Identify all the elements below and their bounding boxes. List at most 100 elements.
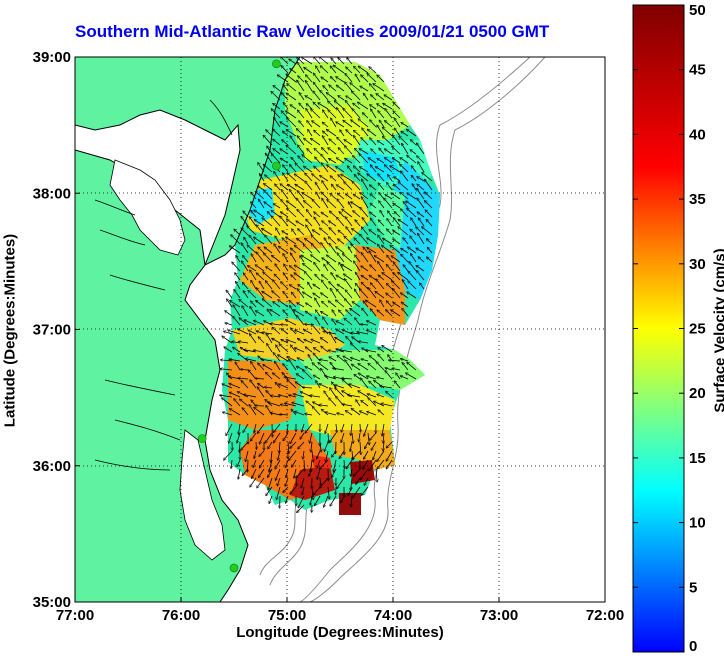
velocity-arrow	[366, 300, 377, 308]
velocity-arrow	[350, 83, 361, 92]
velocity-arrow	[408, 281, 417, 290]
velocity-arrow	[258, 186, 265, 191]
velocity-arrow	[365, 441, 369, 448]
velocity-arrow	[281, 158, 289, 164]
velocity-arrow	[314, 375, 321, 380]
velocity-arrow	[294, 468, 297, 478]
velocity-arrow	[360, 411, 369, 416]
velocity-arrow	[370, 138, 377, 146]
velocity-arrow	[303, 387, 313, 388]
velocity-arrow	[384, 198, 393, 209]
velocity-arrow	[401, 123, 409, 128]
velocity-arrow	[378, 235, 385, 245]
velocity-arrow	[360, 208, 369, 218]
velocity-arrow	[256, 192, 265, 200]
velocity-arrow	[345, 146, 353, 155]
velocity-arrow	[275, 459, 281, 469]
velocity-arrow	[272, 154, 281, 164]
velocity-arrow	[360, 86, 369, 92]
velocity-arrow	[330, 495, 337, 506]
velocity-arrow	[226, 423, 233, 435]
velocity-arrow	[332, 185, 337, 191]
velocity-arrow	[362, 179, 369, 191]
velocity-arrow	[285, 459, 289, 467]
velocity-arrow	[286, 130, 297, 137]
velocity-arrow	[427, 257, 433, 263]
velocity-arrow	[394, 218, 401, 227]
velocity-arrow	[387, 265, 393, 272]
velocity-arrow	[256, 252, 265, 263]
velocity-arrow	[402, 363, 409, 371]
velocity-arrow	[368, 398, 377, 407]
velocity-arrow	[316, 310, 321, 317]
velocity-arrow	[233, 305, 241, 317]
velocity-arrow	[428, 248, 433, 254]
velocity-arrow	[349, 384, 361, 389]
velocity-arrow	[337, 158, 345, 164]
velocity-arrow	[350, 309, 361, 317]
velocity-arrow	[266, 281, 273, 290]
velocity-arrow	[313, 293, 321, 299]
colorbar-tick-label: 10	[689, 515, 706, 532]
velocity-arrow	[391, 193, 401, 200]
velocity-arrow	[321, 338, 329, 344]
velocity-arrow	[368, 288, 377, 299]
velocity-arrow	[351, 468, 352, 476]
velocity-arrow	[322, 181, 329, 191]
velocity-arrow	[417, 143, 425, 155]
velocity-arrow	[267, 344, 273, 353]
velocity-arrow	[352, 364, 361, 371]
velocity-arrow	[329, 398, 337, 407]
velocity-arrow	[355, 220, 361, 227]
velocity-arrow	[342, 209, 353, 218]
velocity-arrow	[250, 477, 257, 487]
velocity-arrow	[244, 273, 249, 281]
velocity-arrow	[311, 109, 321, 119]
velocity-arrow	[370, 265, 377, 272]
velocity-arrow	[309, 468, 313, 476]
velocity-arrow	[378, 229, 385, 236]
velocity-arrow	[338, 96, 345, 101]
velocity-arrow	[230, 409, 241, 416]
velocity-arrow	[281, 212, 289, 218]
velocity-arrow	[278, 300, 289, 308]
velocity-arrow	[291, 275, 297, 281]
velocity-arrow	[400, 376, 409, 380]
velocity-arrow	[368, 158, 377, 164]
velocity-arrow	[394, 177, 401, 182]
velocity-arrow	[305, 367, 313, 371]
velocity-arrow	[342, 404, 353, 407]
velocity-arrow	[306, 225, 313, 236]
velocity-arrow	[306, 81, 313, 92]
velocity-arrow	[343, 380, 353, 389]
velocity-arrow	[263, 365, 273, 371]
bathymetry-contours	[259, 57, 546, 602]
velocity-arrow	[411, 254, 417, 263]
velocity-arrow	[333, 459, 337, 472]
velocity-arrow	[370, 120, 377, 128]
velocity-arrow	[321, 192, 329, 200]
velocity-arrow	[295, 245, 305, 254]
velocity-arrow	[401, 293, 409, 299]
velocity-arrow	[282, 231, 289, 236]
velocity-arrow	[265, 235, 273, 245]
velocity-arrow	[308, 130, 313, 137]
velocity-arrow	[299, 93, 305, 101]
velocity-arrow	[251, 281, 257, 290]
velocity-arrow	[295, 174, 305, 182]
velocity-arrow	[385, 165, 393, 173]
velocity-arrow	[369, 381, 377, 389]
velocity-arrow	[363, 113, 369, 119]
velocity-arrow	[249, 405, 257, 416]
velocity-arrow	[273, 373, 281, 380]
velocity-arrow	[283, 131, 289, 137]
velocity-arrow	[302, 155, 313, 164]
velocity-arrow	[328, 101, 337, 110]
velocity-arrow	[307, 121, 313, 128]
velocity-arrow	[356, 273, 361, 281]
velocity-arrow	[377, 459, 385, 469]
velocity-arrow	[375, 256, 385, 263]
velocity-arrow	[328, 432, 329, 443]
velocity-arrow	[311, 235, 321, 245]
